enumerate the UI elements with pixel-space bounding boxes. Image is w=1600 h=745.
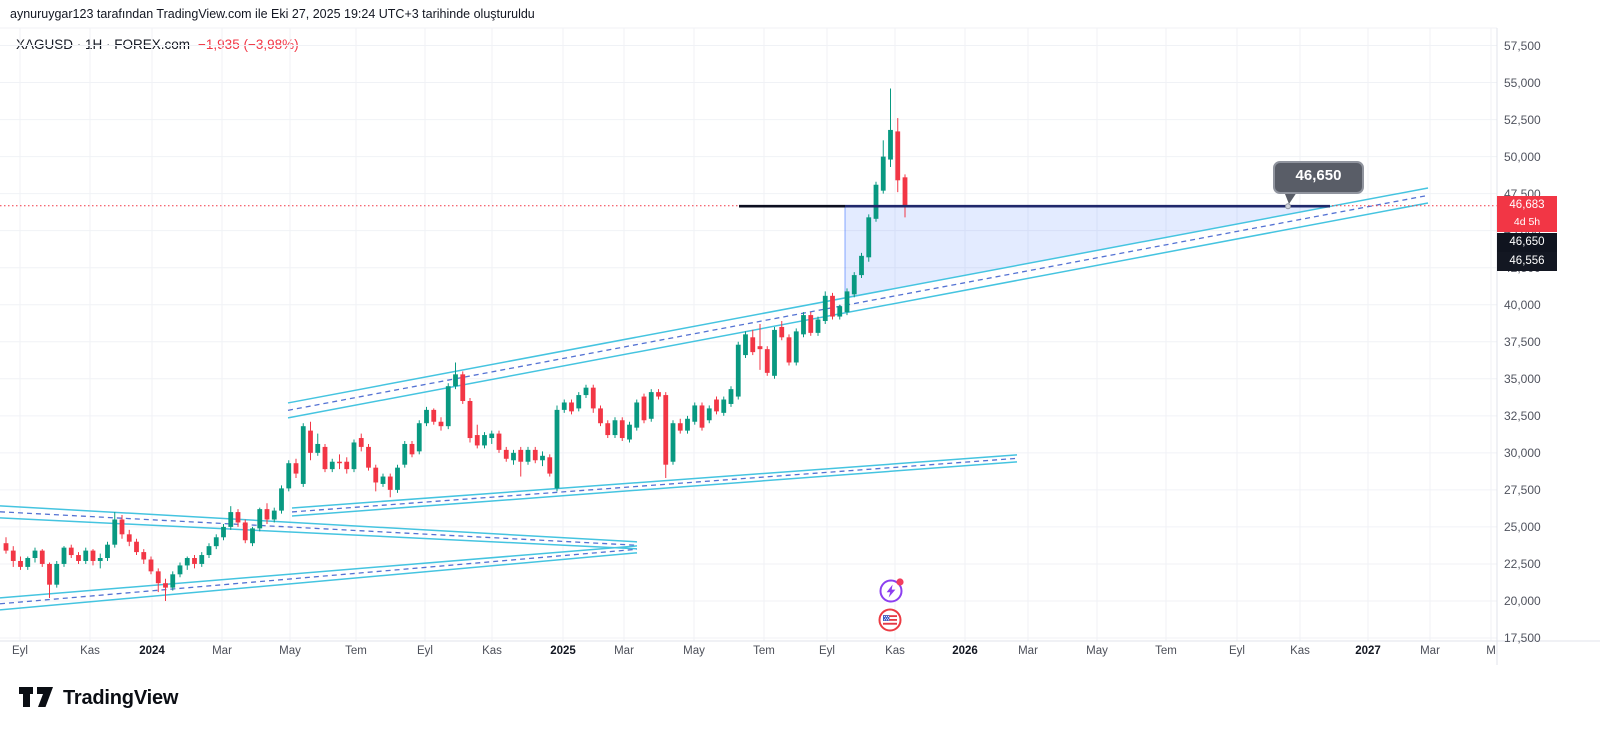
legend-symbol[interactable]: XAGUSD · 1H · FOREX.com bbox=[16, 37, 191, 52]
trendline-desc-channel-upper[interactable] bbox=[0, 505, 638, 543]
trendline-desc-channel-lower[interactable] bbox=[0, 517, 638, 550]
current-price-label: 46,683 4d 5h bbox=[1497, 196, 1557, 232]
trendline-asc-channel-upper[interactable] bbox=[0, 545, 638, 599]
flash-boost-icon[interactable] bbox=[879, 578, 904, 603]
trendline-main-channel-mid[interactable] bbox=[287, 194, 1429, 411]
current-price-value: 46,683 bbox=[1509, 199, 1545, 211]
price-tick-label: 20,000 bbox=[1504, 593, 1541, 608]
price-tooltip: 46,650 bbox=[1273, 161, 1364, 194]
time-tick-label: 2025 bbox=[550, 645, 576, 657]
price-tick-label: 22,500 bbox=[1504, 556, 1541, 571]
time-tick-label: M bbox=[1486, 645, 1496, 657]
price-tick-label: 30,000 bbox=[1504, 445, 1541, 460]
time-tick-label: Tem bbox=[345, 645, 367, 657]
anchor-point[interactable] bbox=[1285, 203, 1291, 210]
us-flag-event-icon[interactable] bbox=[878, 608, 902, 632]
legend-change: −1,935 (−3,98%) bbox=[198, 37, 299, 52]
tradingview-logo-text: TradingView bbox=[63, 686, 179, 709]
bar-countdown: 4d 5h bbox=[1513, 216, 1541, 228]
candles-layer bbox=[3, 88, 908, 601]
price-tick-label: 25,000 bbox=[1504, 519, 1541, 534]
time-tick-label: Eyl bbox=[417, 645, 433, 657]
level-price-label: 46,650 bbox=[1497, 233, 1557, 252]
trendline-desc-channel-mid[interactable] bbox=[0, 511, 638, 546]
us-flag-glyph bbox=[883, 615, 897, 625]
trendline-main-channel-upper[interactable] bbox=[287, 187, 1429, 404]
grid-layer bbox=[0, 27, 1497, 641]
price-tick-label: 55,000 bbox=[1504, 75, 1541, 90]
price-tick-label: 37,500 bbox=[1504, 334, 1541, 349]
trendline-asc-channel-mid[interactable] bbox=[0, 548, 638, 605]
time-tick-label: Mar bbox=[212, 645, 232, 657]
trendline-asc-channel-lower[interactable] bbox=[0, 552, 638, 611]
price-axis[interactable]: 57,50055,00052,50050,00047,50045,00042,5… bbox=[1497, 28, 1600, 645]
price-tick-label: 27,500 bbox=[1504, 482, 1541, 497]
time-tick-label: Eyl bbox=[819, 645, 835, 657]
time-tick-label: Kas bbox=[885, 645, 905, 657]
time-tick-label: May bbox=[279, 645, 301, 657]
trendline-mid-channel-lower[interactable] bbox=[291, 461, 1018, 517]
time-tick-label: May bbox=[683, 645, 705, 657]
trendline-main-channel-lower[interactable] bbox=[287, 202, 1429, 419]
time-tick-label: Mar bbox=[1420, 645, 1440, 657]
price-tick-label: 32,500 bbox=[1504, 408, 1541, 423]
time-tick-label: Kas bbox=[1290, 645, 1310, 657]
time-tick-label: Eyl bbox=[1229, 645, 1245, 657]
price-tick-label: 17,500 bbox=[1504, 631, 1541, 645]
time-tick-label: 2027 bbox=[1355, 645, 1381, 657]
time-tick-label: 2024 bbox=[139, 645, 165, 657]
trendline-mid-channel-mid[interactable] bbox=[291, 457, 1018, 513]
tradingview-logo[interactable]: TradingView bbox=[18, 686, 178, 710]
attribution-text: aynuruygar123 tarafından TradingView.com… bbox=[10, 7, 535, 21]
trendline-mid-channel-upper[interactable] bbox=[291, 454, 1018, 509]
price-tick-label: 57,500 bbox=[1504, 38, 1541, 53]
time-tick-label: Mar bbox=[614, 645, 634, 657]
time-axis[interactable]: Eyl Kas 2024 Mar May Tem Eyl Kas 2025 Mar May Tem Ey… bbox=[0, 641, 1497, 665]
secondary-price-label: 46,556 bbox=[1497, 252, 1557, 271]
time-tick-label: Tem bbox=[1155, 645, 1177, 657]
price-tick-label: 35,000 bbox=[1504, 371, 1541, 386]
price-tick-label: 40,000 bbox=[1504, 297, 1541, 312]
price-tick-label: 50,000 bbox=[1504, 149, 1541, 164]
time-tick-label: 2026 bbox=[952, 645, 978, 657]
chart-legend[interactable]: XAGUSD · 1H · FOREX.com −1,935 (−3,98%) bbox=[16, 37, 299, 52]
time-tick-label: Kas bbox=[80, 645, 100, 657]
time-tick-label: Mar bbox=[1018, 645, 1038, 657]
time-tick-label: Kas bbox=[482, 645, 502, 657]
time-tick-label: Eyl bbox=[12, 645, 28, 657]
time-tick-label: May bbox=[1086, 645, 1108, 657]
time-tick-label: Tem bbox=[753, 645, 775, 657]
price-tick-label: 52,500 bbox=[1504, 112, 1541, 127]
tradingview-logo-mark bbox=[19, 687, 53, 707]
